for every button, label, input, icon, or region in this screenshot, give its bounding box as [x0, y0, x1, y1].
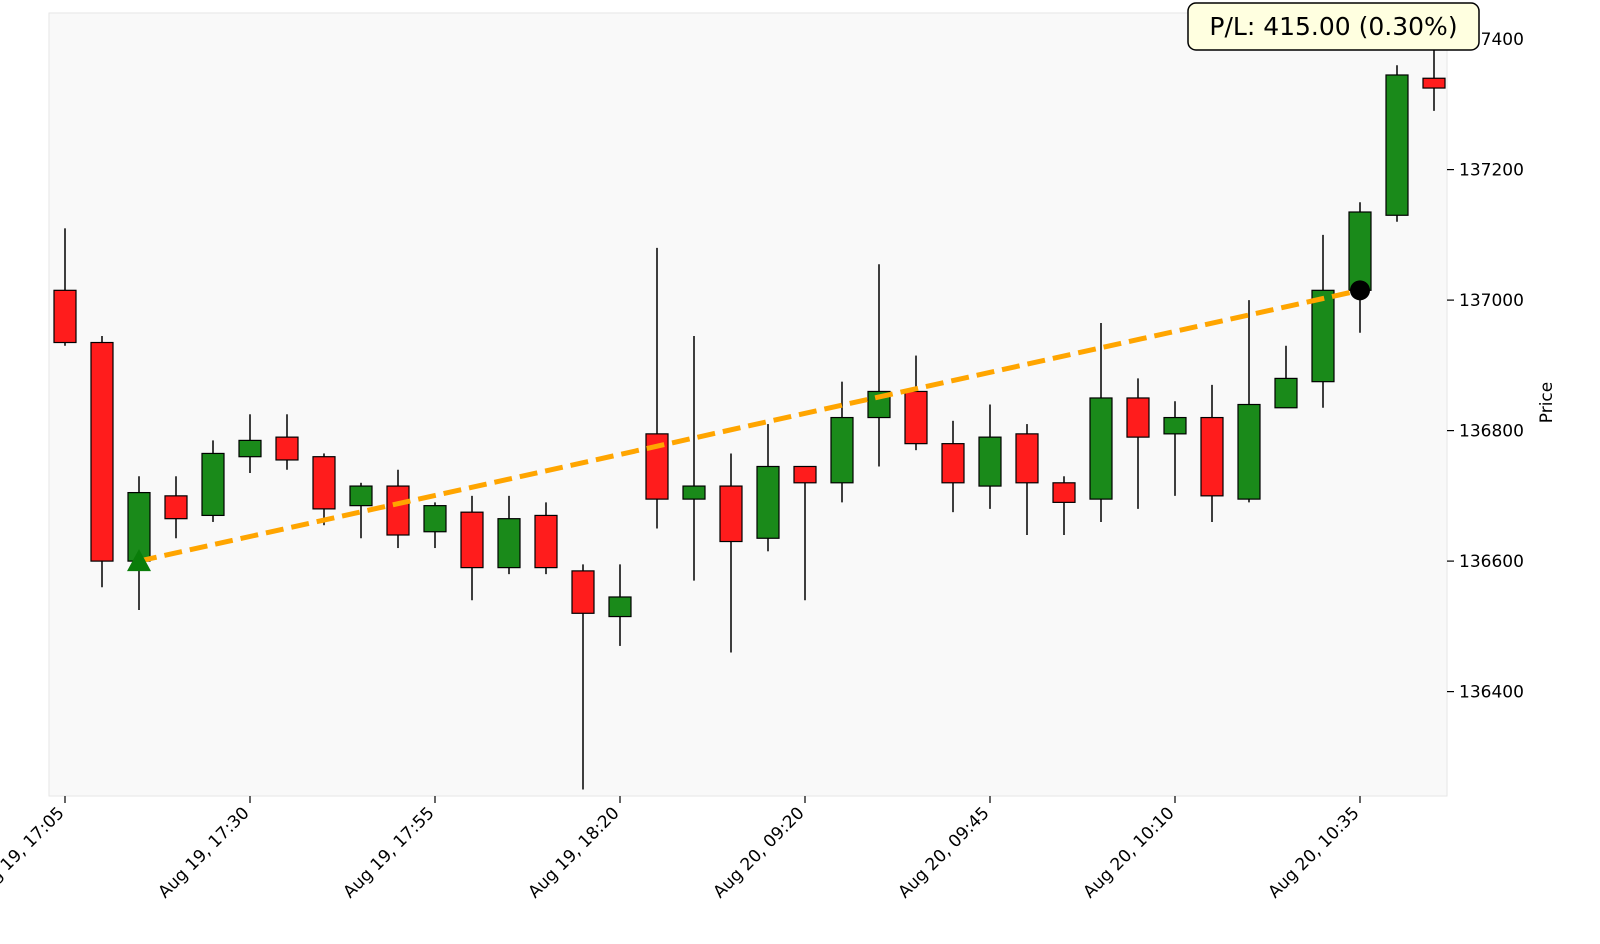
- candle: [1126, 378, 1150, 509]
- candle: [571, 564, 595, 790]
- pl-label-background: [1187, 2, 1480, 51]
- candle-body: [904, 390, 928, 445]
- candle-body: [497, 518, 521, 569]
- trade-overlay: [127, 280, 1370, 572]
- candle: [978, 404, 1002, 509]
- candle-body: [1015, 433, 1039, 484]
- x-tick-label: Aug 20, 10:10: [1080, 803, 1179, 902]
- candle-body: [1126, 397, 1150, 438]
- x-tick-label: Aug 20, 09:20: [710, 803, 809, 902]
- x-tick-label: Aug 19, 17:05: [0, 803, 69, 902]
- candle-body: [238, 439, 262, 458]
- candle: [719, 453, 743, 653]
- candle-body: [1163, 416, 1187, 435]
- exit-marker-icon: [1350, 280, 1370, 301]
- candle-body: [423, 505, 447, 533]
- trade-line: [138, 287, 1361, 564]
- candle-body: [275, 436, 299, 461]
- candle-body: [978, 436, 1002, 487]
- candle-body: [830, 416, 854, 484]
- candle: [53, 228, 77, 346]
- candle: [645, 247, 669, 529]
- candle-body: [201, 452, 225, 517]
- candle: [1052, 476, 1076, 535]
- plot-area: [48, 12, 1448, 797]
- candle-body: [608, 596, 632, 618]
- y-axis-label: Price: [1537, 382, 1557, 423]
- candle-body: [90, 341, 114, 562]
- candle-body: [1052, 482, 1076, 503]
- candle: [238, 414, 262, 474]
- candle-body: [645, 433, 669, 500]
- candle-body: [1422, 77, 1446, 89]
- candle-body: [719, 485, 743, 543]
- candle: [1311, 234, 1335, 408]
- x-tick-label: Aug 19, 17:55: [340, 803, 439, 902]
- candle-body: [682, 485, 706, 500]
- candle-body: [1311, 289, 1335, 383]
- candle: [201, 440, 225, 522]
- candle-body: [1089, 397, 1113, 500]
- candle-body: [941, 443, 965, 484]
- candle: [756, 424, 780, 552]
- candle-body: [1348, 211, 1372, 291]
- candle: [164, 476, 188, 539]
- candle: [1200, 384, 1224, 522]
- x-tick-label: Aug 19, 18:20: [525, 803, 624, 902]
- candle: [904, 355, 928, 451]
- y-tick-label: 136800: [1459, 422, 1524, 442]
- candles-group: [53, 32, 1446, 790]
- candle: [608, 564, 632, 646]
- candle: [793, 465, 817, 601]
- y-tick-label: 136600: [1459, 552, 1524, 572]
- candle: [682, 335, 706, 581]
- candle: [1015, 424, 1039, 535]
- candle-body: [53, 289, 77, 344]
- candle: [1163, 401, 1187, 496]
- candle-body: [534, 514, 558, 569]
- candle: [534, 502, 558, 575]
- candle: [275, 414, 299, 470]
- candle-body: [164, 495, 188, 520]
- y-tick-label: 136400: [1459, 683, 1524, 703]
- candle: [423, 502, 447, 549]
- candle: [1237, 300, 1261, 503]
- y-tick-label: 137200: [1459, 161, 1524, 181]
- candle: [312, 453, 336, 526]
- candle: [941, 420, 965, 513]
- candle-body: [1385, 74, 1409, 216]
- candle-body: [349, 485, 373, 507]
- candle: [497, 495, 521, 575]
- x-tick-label: Aug 19, 17:30: [155, 803, 254, 902]
- entry-marker-icon: [127, 549, 151, 572]
- candle: [1348, 202, 1372, 333]
- candle-body: [460, 511, 484, 569]
- candle: [1089, 322, 1113, 522]
- candle: [90, 335, 114, 588]
- candle: [460, 495, 484, 601]
- candle-body: [312, 456, 336, 510]
- x-tick-label: Aug 20, 09:45: [895, 803, 994, 902]
- candle: [1274, 345, 1298, 409]
- pl-label-box: P/L: 415.00 (0.30%): [1187, 2, 1480, 51]
- candle-body: [1274, 377, 1298, 409]
- candle-body: [1200, 416, 1224, 497]
- candle: [1385, 65, 1409, 222]
- candle-body: [793, 465, 817, 484]
- candle-body: [571, 570, 595, 614]
- candle: [349, 482, 373, 539]
- candle-body: [386, 485, 410, 536]
- candle-body: [756, 465, 780, 539]
- pl-label: P/L: 415.00 (0.30%): [1209, 12, 1457, 41]
- candle-body: [1237, 403, 1261, 500]
- x-axis: Aug 19, 17:05 Aug 19, 17:30 Aug 19, 17:55 A…: [0, 796, 1364, 902]
- candle: [386, 469, 410, 549]
- x-tick-label: Aug 20, 10:35: [1265, 803, 1364, 902]
- y-tick-label: 137000: [1459, 291, 1524, 311]
- candle: [830, 381, 854, 503]
